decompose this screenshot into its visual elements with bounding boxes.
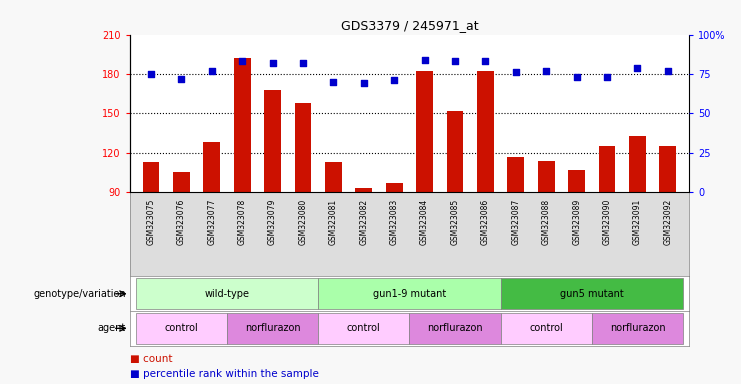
- Text: GSM323085: GSM323085: [451, 199, 459, 245]
- Text: GSM323082: GSM323082: [359, 199, 368, 245]
- Point: [419, 57, 431, 63]
- Bar: [477, 71, 494, 192]
- Point: [631, 65, 643, 71]
- Bar: [599, 146, 615, 192]
- Point: [358, 80, 370, 86]
- Text: agent: agent: [98, 323, 126, 333]
- Title: GDS3379 / 245971_at: GDS3379 / 245971_at: [341, 19, 478, 32]
- Text: GSM323078: GSM323078: [238, 199, 247, 245]
- Bar: [538, 161, 554, 192]
- Bar: [501, 278, 683, 310]
- Text: GSM323081: GSM323081: [329, 199, 338, 245]
- Text: control: control: [529, 323, 563, 333]
- Text: GSM323087: GSM323087: [511, 199, 520, 245]
- Point: [145, 71, 157, 77]
- Text: gun1-9 mutant: gun1-9 mutant: [373, 289, 446, 299]
- Point: [236, 58, 248, 65]
- Point: [449, 58, 461, 65]
- Text: GSM323080: GSM323080: [299, 199, 308, 245]
- Bar: [501, 313, 592, 344]
- Bar: [508, 157, 524, 192]
- Bar: [409, 313, 501, 344]
- Text: GSM323089: GSM323089: [572, 199, 581, 245]
- Text: GSM323076: GSM323076: [177, 199, 186, 245]
- Text: norflurazon: norflurazon: [610, 323, 665, 333]
- Text: wild-type: wild-type: [205, 289, 250, 299]
- Text: norflurazon: norflurazon: [245, 323, 300, 333]
- Bar: [265, 90, 281, 192]
- Bar: [318, 313, 409, 344]
- Text: GSM323086: GSM323086: [481, 199, 490, 245]
- Point: [571, 74, 582, 80]
- Bar: [173, 172, 190, 192]
- Text: ■ percentile rank within the sample: ■ percentile rank within the sample: [130, 369, 319, 379]
- Text: GSM323092: GSM323092: [663, 199, 672, 245]
- Bar: [659, 146, 677, 192]
- Bar: [629, 136, 646, 192]
- Text: GSM323077: GSM323077: [207, 199, 216, 245]
- Bar: [356, 188, 372, 192]
- Point: [297, 60, 309, 66]
- Bar: [136, 313, 227, 344]
- Bar: [325, 162, 342, 192]
- Text: GSM323088: GSM323088: [542, 199, 551, 245]
- Point: [510, 69, 522, 75]
- Text: control: control: [165, 323, 199, 333]
- Bar: [416, 71, 433, 192]
- Point: [176, 76, 187, 82]
- Bar: [204, 142, 220, 192]
- Text: GSM323090: GSM323090: [602, 199, 611, 245]
- Point: [206, 68, 218, 74]
- Bar: [136, 278, 318, 310]
- Text: GSM323091: GSM323091: [633, 199, 642, 245]
- Point: [328, 79, 339, 85]
- Point: [479, 58, 491, 65]
- Text: gun5 mutant: gun5 mutant: [560, 289, 624, 299]
- Bar: [318, 278, 501, 310]
- Point: [540, 68, 552, 74]
- Bar: [142, 162, 159, 192]
- Point: [662, 68, 674, 74]
- Bar: [295, 103, 311, 192]
- Point: [267, 60, 279, 66]
- Text: GSM323084: GSM323084: [420, 199, 429, 245]
- Bar: [234, 58, 250, 192]
- Text: GSM323075: GSM323075: [147, 199, 156, 245]
- Text: GSM323079: GSM323079: [268, 199, 277, 245]
- Text: genotype/variation: genotype/variation: [33, 289, 126, 299]
- Text: norflurazon: norflurazon: [428, 323, 483, 333]
- Bar: [592, 313, 683, 344]
- Bar: [568, 170, 585, 192]
- Bar: [386, 183, 402, 192]
- Point: [601, 74, 613, 80]
- Text: ■ count: ■ count: [130, 354, 172, 364]
- Text: GSM323083: GSM323083: [390, 199, 399, 245]
- Point: [388, 77, 400, 83]
- Text: control: control: [347, 323, 381, 333]
- Bar: [227, 313, 318, 344]
- Bar: [447, 111, 463, 192]
